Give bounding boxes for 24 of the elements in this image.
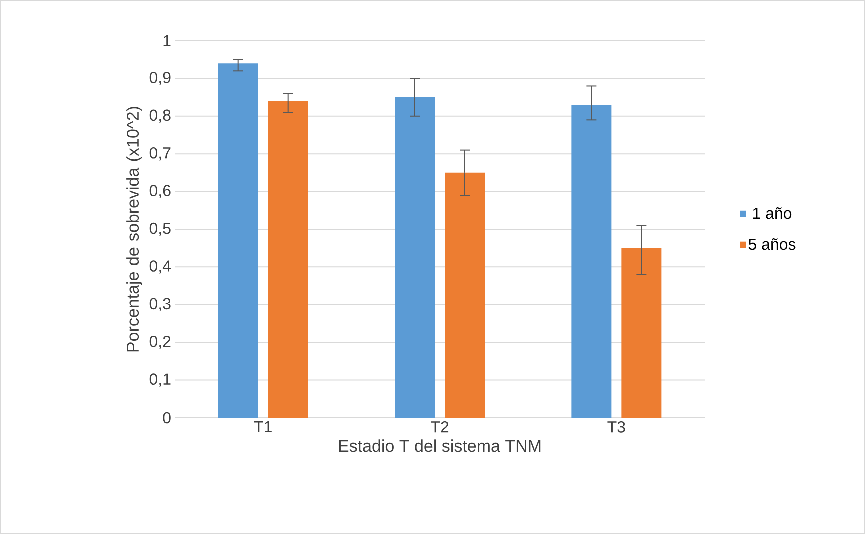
y-axis-title: Porcentaje de sobrevida (x10^2) [126,107,142,352]
x-tick-label: T1 [254,421,272,433]
y-tick-label: 0,2 [150,336,171,350]
bar [445,172,486,418]
bar [218,64,258,418]
x-tick-label: T2 [431,422,449,433]
y-tick-label: 0,1 [150,374,171,387]
y-tick-label: 0 [163,412,171,424]
legend-label: 5 años [748,238,796,250]
bar [622,248,662,418]
y-tick-label: 0,6 [150,185,171,198]
y-tick-label: 0,3 [150,298,171,312]
bar [572,105,612,418]
x-tick-label: T3 [608,422,626,433]
x-axis-title: Estadio T del sistema TNM [339,440,541,452]
bar [395,98,436,418]
legend-label: 1 año [753,208,792,220]
y-tick-label: 0,7 [150,147,171,161]
y-tick-label: 0,9 [150,72,171,86]
bar [268,101,308,418]
y-tick-label: 1 [164,35,171,46]
y-tick-label: 0,4 [150,260,172,274]
y-tick-label: 0,8 [150,110,171,123]
y-tick-label: 0,5 [150,222,171,236]
